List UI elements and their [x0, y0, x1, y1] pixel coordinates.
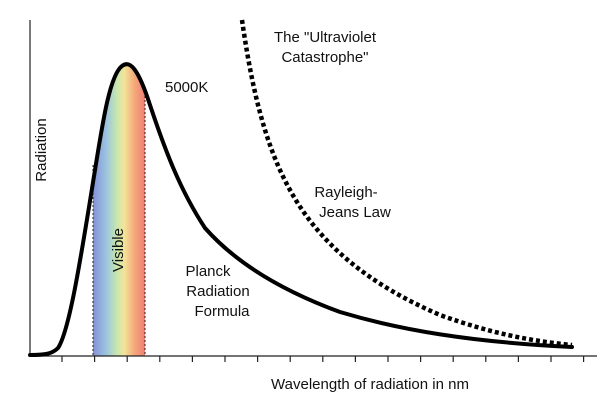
annotation: The "Ultraviolet: [274, 29, 377, 46]
annotation: Catastrophe": [281, 49, 368, 66]
annotation: Planck: [185, 263, 231, 280]
planck-curve: [28, 62, 574, 357]
rayleigh-jeans-curve: [239, 19, 573, 348]
annotation: Formula: [194, 303, 250, 320]
annotation: Radiation: [186, 283, 249, 300]
annotation: 5000K: [165, 79, 208, 96]
annotation: Rayleigh-: [314, 184, 377, 201]
y-axis-label: Radiation: [33, 118, 50, 181]
visible-band: [93, 64, 145, 356]
axes: [29, 20, 597, 362]
x-axis-label: Wavelength of radiation in nm: [271, 376, 469, 393]
annotation: Jeans Law: [319, 204, 391, 221]
visible-label: Visible: [110, 228, 127, 272]
